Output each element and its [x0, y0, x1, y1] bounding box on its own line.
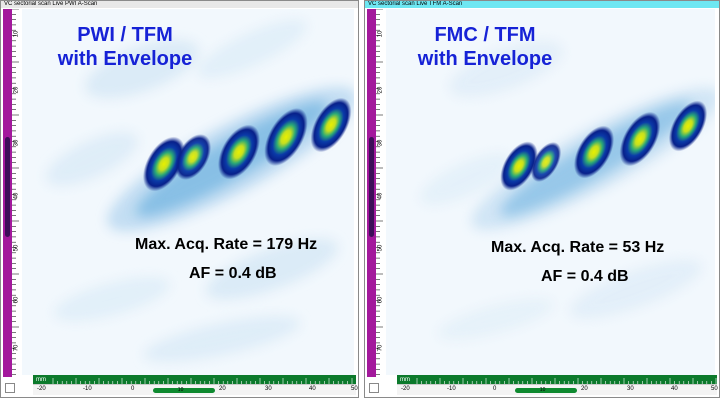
vertical-scroll-thumb[interactable] — [369, 137, 374, 237]
v-tick-label: 70 — [377, 344, 384, 352]
h-tick-label: 20 — [581, 386, 588, 392]
ruler-unit: mm — [36, 377, 46, 383]
horizontal-scroll-thumb[interactable]: 10 — [153, 387, 215, 393]
corner-box — [369, 383, 379, 393]
pwi-tfm-panel: VC sectorial scan Live PWI A-Scan 10 20 … — [0, 0, 359, 398]
h-tick-label: 0 — [493, 386, 497, 392]
heading-line-2: with Envelope — [417, 48, 553, 70]
vertical-ruler — [376, 9, 384, 377]
heading-line-1: PWI / TFM — [77, 24, 173, 46]
horizontal-scroll-thumb[interactable]: 10 — [515, 387, 577, 393]
h-tick-label: -20 — [401, 386, 410, 392]
h-tick-label: -10 — [83, 386, 92, 392]
vertical-scrollbar[interactable] — [3, 9, 12, 377]
v-tick-label: 30 — [377, 139, 384, 147]
horizontal-scrollbar[interactable]: -20 -10 0 20 30 40 50 10 — [33, 384, 358, 395]
horizontal-scrollbar[interactable]: -20 -10 0 20 30 40 50 10 — [397, 384, 718, 395]
vertical-ruler-ticks — [376, 9, 383, 376]
scroll-thumb-label: 10 — [177, 387, 184, 393]
window-title: VC sectorial scan Live PWI A-Scan — [1, 1, 358, 8]
v-tick-label: 20 — [377, 86, 384, 94]
h-tick-label: -10 — [447, 386, 456, 392]
vertical-ruler — [12, 9, 20, 377]
h-tick-label: 30 — [627, 386, 634, 392]
v-tick-label: 20 — [13, 86, 20, 94]
h-tick-label: 20 — [219, 386, 226, 392]
tfm-image[interactable] — [386, 9, 715, 375]
tfm-envelope-image — [22, 9, 354, 375]
panel-heading: PWI / TFM with Envelope — [35, 23, 215, 71]
vertical-scroll-thumb[interactable] — [5, 137, 10, 237]
tfm-image[interactable] — [22, 9, 354, 375]
af-label: AF = 0.4 dB — [541, 268, 629, 285]
h-tick-label: 0 — [131, 386, 135, 392]
tfm-envelope-image — [386, 9, 715, 375]
heading-line-1: FMC / TFM — [434, 24, 536, 46]
fmc-tfm-panel: VC sectorial scan Live TFM A-Scan 10 20 … — [364, 0, 720, 398]
h-tick-label: 40 — [671, 386, 678, 392]
v-tick-label: 60 — [377, 296, 384, 304]
vertical-scrollbar[interactable] — [367, 9, 376, 377]
scroll-thumb-label: 10 — [539, 387, 546, 393]
h-tick-label: -20 — [37, 386, 46, 392]
v-tick-label: 40 — [13, 192, 20, 200]
h-tick-label: 40 — [309, 386, 316, 392]
h-tick-label: 50 — [351, 386, 358, 392]
af-label: AF = 0.4 dB — [189, 265, 277, 282]
vertical-ruler-ticks — [12, 9, 19, 376]
v-tick-label: 10 — [13, 30, 20, 38]
v-tick-label: 30 — [13, 139, 20, 147]
window-title: VC sectorial scan Live TFM A-Scan — [365, 1, 719, 8]
acq-rate-label: Max. Acq. Rate = 179 Hz — [135, 236, 318, 253]
h-tick-label: 30 — [265, 386, 272, 392]
v-tick-label: 50 — [13, 244, 20, 252]
v-tick-label: 70 — [13, 344, 20, 352]
heading-line-2: with Envelope — [57, 48, 193, 70]
h-tick-label: 50 — [711, 386, 718, 392]
ruler-unit: mm — [400, 377, 410, 383]
v-tick-label: 50 — [377, 244, 384, 252]
corner-box — [5, 383, 15, 393]
v-tick-label: 40 — [377, 192, 384, 200]
acq-rate-label: Max. Acq. Rate = 53 Hz — [491, 239, 665, 256]
v-tick-label: 10 — [377, 30, 384, 38]
v-tick-label: 60 — [13, 296, 20, 304]
panel-heading: FMC / TFM with Envelope — [395, 23, 575, 71]
